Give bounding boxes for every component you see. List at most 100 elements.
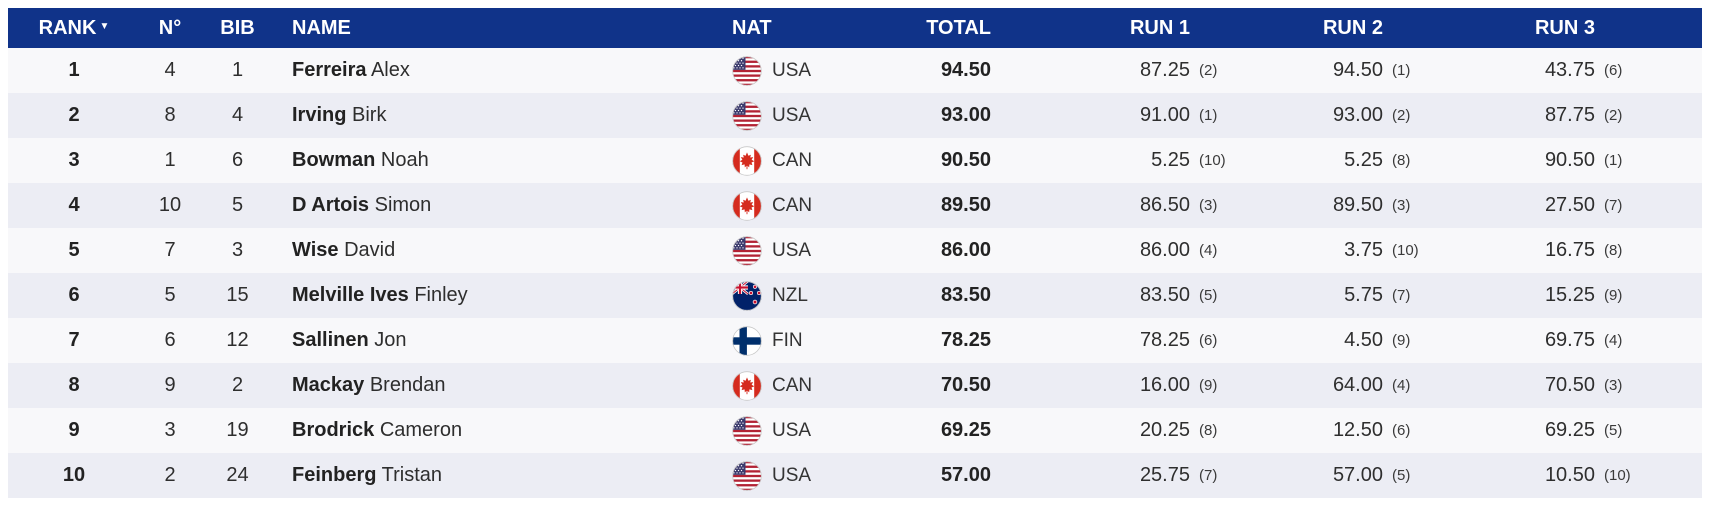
table-row: 3 1 6 Bowman Noah CAN 90.50 5.25 (10) 5.2… [8, 138, 1702, 183]
first-name: Noah [380, 149, 429, 171]
bib-cell: 15 [226, 284, 249, 306]
run1-rank: (5) [1199, 287, 1218, 304]
total-score-cell: 93.00 [940, 104, 991, 126]
athlete-name-cell: Bowman Noah [275, 149, 720, 172]
number-column-header[interactable]: N° [158, 16, 182, 39]
number-cell: 6 [164, 329, 176, 351]
bib-cell: 1 [231, 59, 244, 81]
rank-cell: 5 [68, 239, 80, 261]
nationality-cell: USA [720, 56, 900, 86]
total-score-cell: 94.50 [940, 59, 991, 81]
last-name: Wise [292, 239, 339, 261]
last-name: Melville Ives [292, 284, 409, 306]
run1-rank: (10) [1199, 152, 1226, 169]
total-score-cell: 69.25 [940, 419, 991, 441]
rank-cell: 6 [68, 284, 80, 306]
first-name: Cameron [379, 419, 463, 441]
first-name: David [344, 239, 396, 261]
run2-rank: (8) [1392, 152, 1411, 169]
nationality-cell: FIN [720, 326, 900, 356]
run2-score-cell: 3.75 (10) [1250, 239, 1445, 262]
number-cell: 10 [158, 194, 182, 216]
run1-rank: (4) [1199, 242, 1218, 259]
nat-code: CAN [772, 149, 813, 171]
run1-rank: (1) [1199, 107, 1218, 124]
run2-score-cell: 4.50 (9) [1250, 329, 1445, 352]
number-cell: 3 [164, 419, 176, 441]
run1-score-cell: 20.25 (8) [1005, 419, 1250, 442]
last-name: Bowman [292, 149, 376, 171]
run3-score-cell: 90.50 (1) [1445, 149, 1702, 172]
nationality-cell: CAN [720, 371, 900, 401]
nationality-cell: NZL [720, 281, 900, 311]
table-row: 5 7 3 Wise David USA 86.00 86.00 (4) 3.75… [8, 228, 1702, 273]
first-name: Finley [414, 284, 468, 306]
run1-column-header[interactable]: RUN 1 [1129, 16, 1190, 39]
flag-usa-icon [732, 461, 762, 491]
rank-cell: 10 [62, 464, 86, 486]
run3-rank: (9) [1604, 287, 1623, 304]
total-score-cell: 86.00 [940, 239, 991, 261]
run2-rank: (6) [1392, 422, 1411, 439]
total-column-header[interactable]: TOTAL [926, 16, 991, 39]
run1-score-cell: 5.25 (10) [1005, 149, 1250, 172]
results-table: RANK ▼ N° BIB NAME NAT TOTAL RUN 1 RUN 2 … [8, 8, 1702, 498]
bib-cell: 2 [231, 374, 244, 396]
athlete-name-cell: Feinberg Tristan [275, 464, 720, 487]
run2-column-header[interactable]: RUN 2 [1322, 16, 1383, 39]
run1-score: 91.00 [1139, 104, 1190, 126]
bib-cell: 19 [226, 419, 249, 441]
total-score-cell: 57.00 [940, 464, 991, 486]
run3-rank: (10) [1604, 467, 1631, 484]
bib-cell: 5 [231, 194, 244, 216]
run2-score: 4.50 [1344, 329, 1383, 351]
bib-cell: 6 [231, 149, 244, 171]
run3-score: 87.75 [1544, 104, 1595, 126]
run1-rank: (2) [1199, 62, 1218, 79]
last-name: Sallinen [292, 329, 369, 351]
run3-rank: (1) [1604, 152, 1623, 169]
number-cell: 2 [164, 464, 176, 486]
run1-score-cell: 78.25 (6) [1005, 329, 1250, 352]
run1-score: 25.75 [1139, 464, 1190, 486]
first-name: Brendan [369, 374, 446, 396]
rank-cell: 7 [68, 329, 80, 351]
run2-score-cell: 89.50 (3) [1250, 194, 1445, 217]
rank-cell: 3 [68, 149, 80, 171]
nat-column-header[interactable]: NAT [732, 16, 772, 39]
nationality-cell: USA [720, 416, 900, 446]
number-cell: 8 [164, 104, 176, 126]
run2-score-cell: 57.00 (5) [1250, 464, 1445, 487]
nat-code: USA [772, 464, 812, 486]
run1-score-cell: 91.00 (1) [1005, 104, 1250, 127]
number-cell: 7 [164, 239, 176, 261]
run1-score: 78.25 [1139, 329, 1190, 351]
run1-score: 16.00 [1139, 374, 1190, 396]
run3-rank: (2) [1604, 107, 1623, 124]
bib-column-header[interactable]: BIB [220, 16, 255, 39]
flag-fin-icon [732, 326, 762, 356]
rank-column-header[interactable]: RANK ▼ [8, 17, 140, 40]
nat-code: USA [772, 239, 812, 261]
run3-column-header[interactable]: RUN 3 [1534, 16, 1595, 39]
nat-code: USA [772, 419, 812, 441]
table-header-row: RANK ▼ N° BIB NAME NAT TOTAL RUN 1 RUN 2 … [8, 8, 1702, 48]
table-row: 8 9 2 Mackay Brendan CAN 70.50 16.00 (9) … [8, 363, 1702, 408]
run2-score: 93.00 [1332, 104, 1383, 126]
name-column-header[interactable]: NAME [292, 16, 351, 39]
run1-score-cell: 87.25 (2) [1005, 59, 1250, 82]
run2-rank: (9) [1392, 332, 1411, 349]
nationality-cell: USA [720, 236, 900, 266]
run1-score: 5.25 [1151, 149, 1190, 171]
run1-score-cell: 83.50 (5) [1005, 284, 1250, 307]
run2-score: 3.75 [1344, 239, 1383, 261]
run1-rank: (9) [1199, 377, 1218, 394]
run3-score-cell: 87.75 (2) [1445, 104, 1702, 127]
run1-score-cell: 16.00 (9) [1005, 374, 1250, 397]
run2-score-cell: 93.00 (2) [1250, 104, 1445, 127]
table-row: 6 5 15 Melville Ives Finley NZL 83.50 83… [8, 273, 1702, 318]
flag-usa-icon [732, 101, 762, 131]
run1-score: 87.25 [1139, 59, 1190, 81]
table-row: 9 3 19 Brodrick Cameron USA 69.25 20.25 (… [8, 408, 1702, 453]
